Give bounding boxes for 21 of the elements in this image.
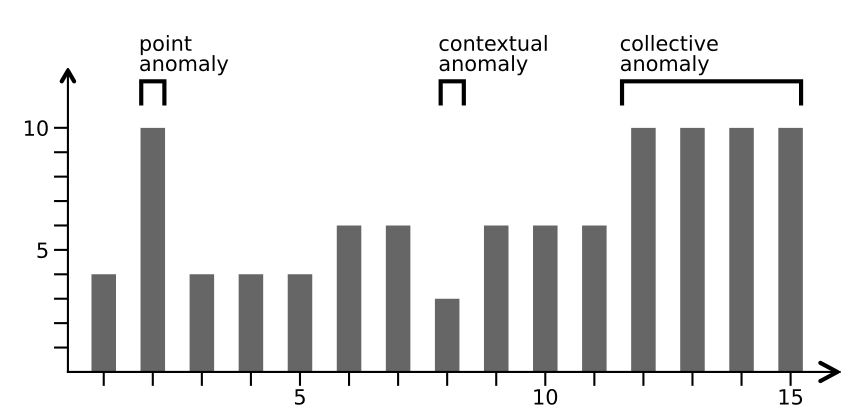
bar: [91, 274, 116, 372]
x-tick-label: 5: [294, 389, 305, 405]
bar: [582, 225, 607, 372]
annotation: collective anomaly: [620, 34, 718, 76]
bar: [778, 128, 803, 372]
x-tick-label: 15: [780, 389, 802, 405]
bar: [140, 128, 166, 372]
bar: [386, 225, 410, 372]
bar: [631, 128, 656, 372]
annotation: point anomaly: [140, 34, 228, 76]
x-tick-label: 10: [534, 389, 558, 405]
bar: [288, 274, 312, 372]
annotation: contextual anomaly: [440, 34, 547, 76]
bar: [533, 225, 558, 372]
bar: [680, 128, 705, 372]
bar: [484, 225, 508, 372]
bar: [729, 128, 754, 372]
bar: [190, 274, 214, 372]
bar: [336, 225, 362, 372]
bar: [434, 298, 460, 372]
bar: [238, 274, 264, 372]
